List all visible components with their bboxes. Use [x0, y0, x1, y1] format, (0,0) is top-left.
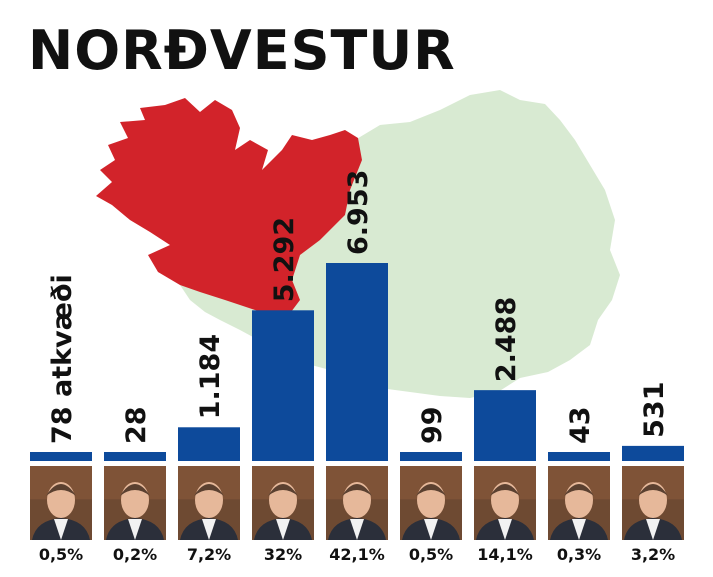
candidate-photo-man-glasses — [178, 466, 240, 540]
candidate-photo-woman-short-hair — [400, 466, 462, 540]
bar-value-label-0: 78 atkvæði — [47, 274, 78, 444]
bar-2 — [178, 427, 240, 461]
candidate-photo-woman-dark-hair — [104, 466, 166, 540]
candidate-photo-man-white-hair — [474, 466, 536, 540]
photos-layer — [30, 466, 684, 540]
bar-value-label-3: 5.292 — [269, 217, 300, 302]
percent-label-0: 0,5% — [39, 545, 83, 564]
bar-8 — [622, 445, 684, 461]
percent-label-1: 0,2% — [113, 545, 157, 564]
bar-0 — [30, 452, 92, 461]
bar-6 — [474, 390, 536, 461]
percent-label-5: 0,5% — [409, 545, 453, 564]
bar-1 — [104, 452, 166, 461]
page-title: NORÐVESTUR — [28, 19, 456, 82]
bar-4 — [326, 263, 388, 461]
bar-value-label-1: 28 — [121, 406, 152, 444]
bar-value-label-8: 531 — [639, 382, 670, 438]
candidate-photo-woman-long-hair — [548, 466, 610, 540]
bar-5 — [400, 452, 462, 461]
bar-value-label-6: 2.488 — [491, 297, 522, 382]
bar-value-label-4: 6.953 — [343, 170, 374, 255]
percent-label-6: 14,1% — [477, 545, 533, 564]
bars-layer — [30, 263, 684, 461]
percent-label-7: 0,3% — [557, 545, 601, 564]
labels-layer: 78 atkvæði 0,5% 28 0,2% 1.184 7,2% 5.292 32% 6.9… — [39, 170, 675, 564]
percent-label-3: 32% — [264, 545, 302, 564]
candidate-photo-man-grey-hair — [30, 466, 92, 540]
bar-value-label-7: 43 — [565, 406, 596, 444]
bar-7 — [548, 452, 610, 461]
candidate-photo-woman-blonde — [252, 466, 314, 540]
bar-value-label-2: 1.184 — [195, 334, 226, 419]
bar-value-label-5: 99 — [417, 406, 448, 444]
percent-label-2: 7,2% — [187, 545, 231, 564]
iceland-highlight-region — [96, 98, 362, 320]
bar-3 — [252, 310, 314, 461]
percent-label-4: 42,1% — [329, 545, 385, 564]
candidate-photo-man-dark-hair — [326, 466, 388, 540]
percent-label-8: 3,2% — [631, 545, 675, 564]
candidate-photo-man-light-hair — [622, 466, 684, 540]
